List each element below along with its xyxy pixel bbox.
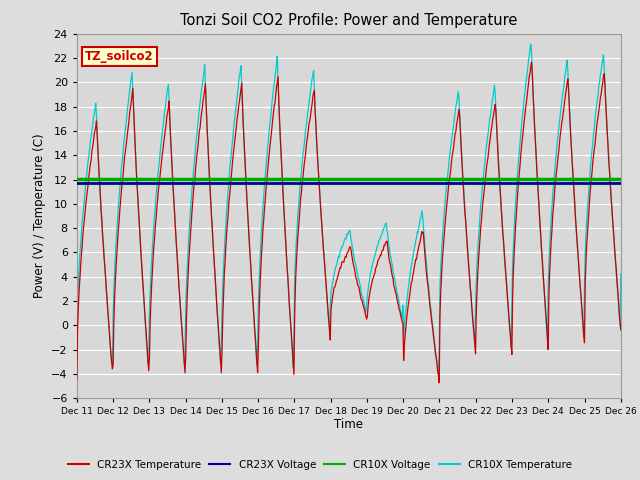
Y-axis label: Power (V) / Temperature (C): Power (V) / Temperature (C): [33, 134, 45, 298]
X-axis label: Time: Time: [334, 418, 364, 431]
Text: TZ_soilco2: TZ_soilco2: [85, 50, 154, 63]
Title: Tonzi Soil CO2 Profile: Power and Temperature: Tonzi Soil CO2 Profile: Power and Temper…: [180, 13, 518, 28]
Legend: CR23X Temperature, CR23X Voltage, CR10X Voltage, CR10X Temperature: CR23X Temperature, CR23X Voltage, CR10X …: [63, 455, 577, 475]
